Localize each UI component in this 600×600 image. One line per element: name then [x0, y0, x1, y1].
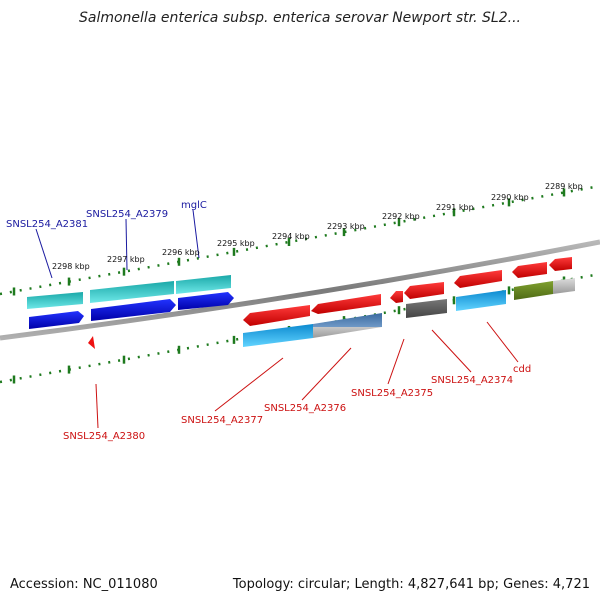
forward-cds-row	[27, 275, 231, 309]
gene-mglc-arrow	[178, 292, 234, 310]
leader-cdd	[486, 321, 519, 363]
leader-a2381	[35, 228, 53, 279]
reverse-label-leaders	[95, 321, 519, 429]
gene-cdd-arrow-1	[454, 270, 502, 288]
gene-label-a2377: SNSL254_A2377	[181, 415, 263, 426]
gene-a2374-cds	[406, 299, 447, 318]
forward-gene-arrows	[29, 292, 234, 329]
scale-label-2296: 2296 kbp	[162, 248, 200, 257]
scale-major-ticks	[12, 188, 566, 384]
gene-cdd-cds-3	[553, 278, 575, 294]
leader-a2376	[301, 347, 352, 401]
forward-label-leaders	[35, 209, 200, 279]
scale-label-2294: 2294 kbp	[272, 232, 310, 241]
leader-a2375	[387, 338, 405, 385]
leader-a2379	[125, 218, 128, 271]
gene-label-cdd: cdd	[513, 364, 531, 375]
gene-label-a2381: SNSL254_A2381	[6, 219, 88, 230]
accession-label: Accession: NC_011080	[10, 577, 158, 592]
scale-line-upper	[0, 184, 600, 296]
gene-a2379-arrow	[91, 299, 176, 321]
map-title: Salmonella enterica subsp. enterica sero…	[79, 10, 521, 26]
gene-a2381-arrow	[29, 311, 84, 329]
gene-label-a2380: SNSL254_A2380	[63, 431, 145, 442]
gene-cdd-cds-2	[514, 281, 553, 300]
gene-cdd-arrow-3	[549, 257, 572, 271]
reverse-gene-arrows	[88, 257, 572, 349]
scale-label-2291: 2291 kbp	[436, 203, 474, 212]
gene-a2374-arrow	[404, 282, 444, 299]
gene-mglc-cds	[176, 275, 231, 294]
reverse-cds-row	[243, 278, 575, 347]
gene-a2375-arrow	[390, 291, 403, 303]
gene-a2376-arrow	[311, 294, 381, 314]
gene-label-a2375: SNSL254_A2375	[351, 388, 433, 399]
gene-a2379-cds	[90, 281, 174, 303]
gene-a2377-cds	[243, 324, 313, 347]
gene-cdd-cds-1	[456, 290, 506, 311]
scale-label-2297: 2297 kbp	[107, 255, 145, 264]
gene-a2377-arrow	[243, 305, 310, 326]
gene-a2376-cds	[313, 313, 382, 338]
gene-cdd-arrow-2	[512, 262, 547, 278]
scale-label-2295: 2295 kbp	[217, 239, 255, 248]
scale-label-2293: 2293 kbp	[327, 222, 365, 231]
scale-label-2289: 2289 kbp	[545, 182, 583, 191]
leader-a2374	[431, 329, 472, 373]
leader-mglc	[192, 209, 200, 259]
gene-label-mglc: mglC	[181, 200, 207, 211]
gene-label-a2374: SNSL254_A2374	[431, 375, 513, 386]
scale-label-2292: 2292 kbp	[382, 212, 420, 221]
gene-label-a2379: SNSL254_A2379	[86, 209, 168, 220]
gene-a2381-cds	[27, 292, 83, 309]
scale-label-2298: 2298 kbp	[52, 262, 90, 271]
gene-a2380-arrow	[88, 336, 95, 349]
topology-label: Topology: circular; Length: 4,827,641 bp…	[232, 577, 590, 592]
gene-label-a2376: SNSL254_A2376	[264, 403, 346, 414]
scale-label-2290: 2290 kbp	[491, 193, 529, 202]
leader-a2377	[214, 357, 284, 412]
leader-a2380	[95, 383, 99, 429]
genome-backbone	[0, 239, 600, 341]
scale-line-lower	[0, 272, 600, 384]
